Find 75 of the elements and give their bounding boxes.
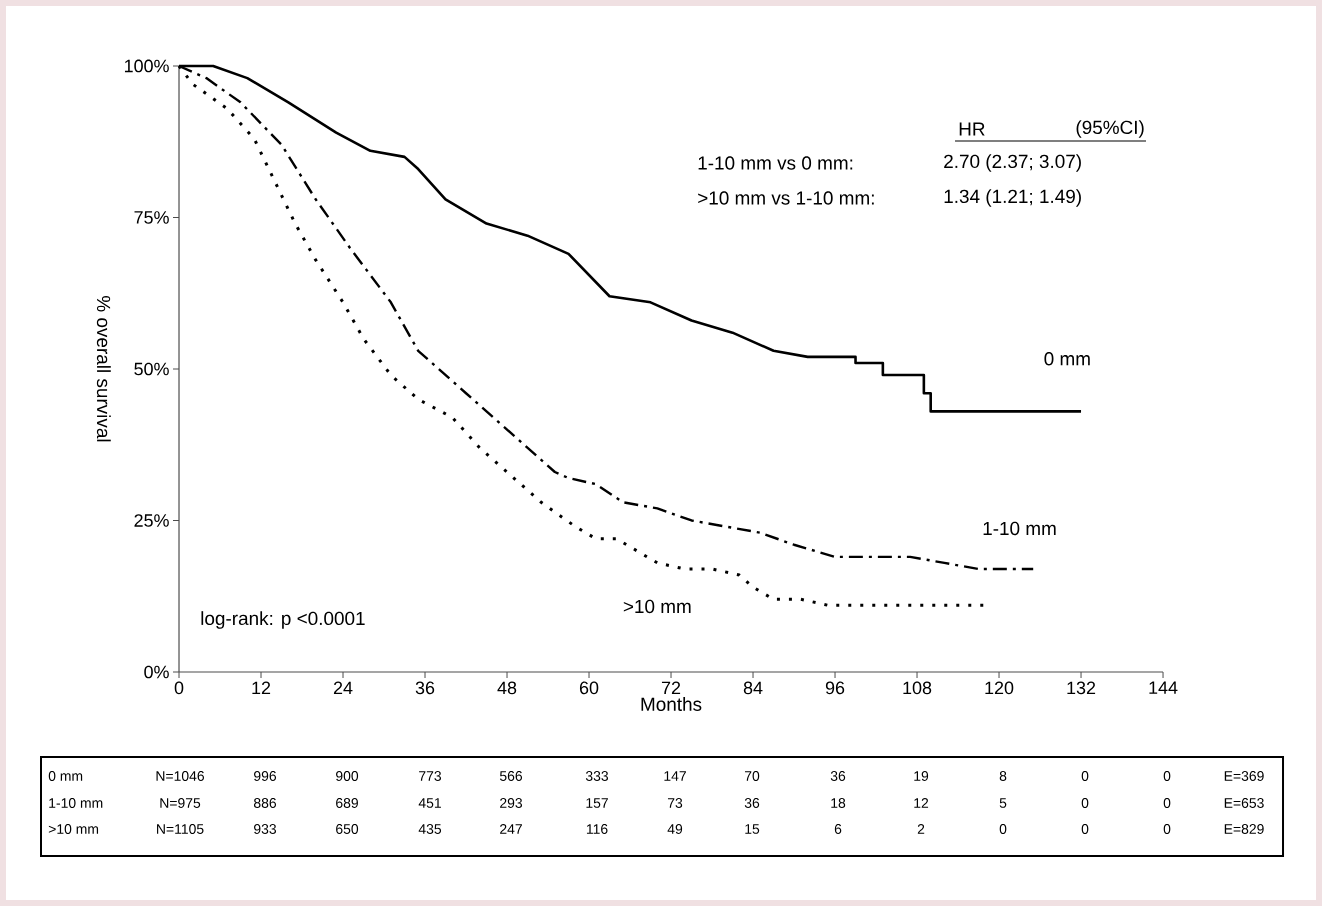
text: 689 (336, 798, 358, 808)
x-tick-label: 48 (497, 681, 517, 695)
series-label: >10 mm (623, 599, 691, 614)
text: 49 (667, 824, 683, 834)
x-tick-label: 96 (825, 681, 845, 695)
x-tick-label: 12 (252, 681, 271, 695)
text: 0 (999, 824, 1007, 834)
x-tick-label: 144 (1149, 681, 1178, 694)
text: E=653 (1224, 798, 1264, 808)
x-tick-label: 0 (174, 681, 184, 695)
text: 116 (586, 824, 608, 834)
text: 293 (500, 798, 523, 808)
text: 19 (914, 771, 929, 781)
y-tick-label: 0% (144, 665, 169, 679)
series-label: 1-10 mm (983, 521, 1056, 536)
text: 996 (254, 771, 277, 781)
text: 70 (744, 771, 760, 781)
text: 6 (834, 824, 842, 834)
x-tick-label: 108 (903, 681, 932, 695)
text: 0 mm (1044, 352, 1090, 366)
text: 2 (917, 824, 925, 834)
text: 650 (336, 824, 359, 834)
y-tick-label: 25% (134, 514, 169, 527)
annotation: HR (959, 122, 985, 136)
x-tick-label: 24 (333, 681, 353, 695)
text: 566 (499, 771, 523, 781)
text: 12 (914, 798, 929, 808)
text: 8 (999, 771, 1007, 781)
text: N=975 (160, 798, 201, 808)
text: 0 (1081, 771, 1089, 781)
text: 18 (831, 798, 846, 808)
annotation: 2.70 (2.37; 3.07) (944, 154, 1081, 172)
annotation: 1-10 mm vs 0 mm: (698, 156, 853, 170)
text: 933 (254, 824, 277, 834)
text: 247 (500, 824, 522, 834)
x-axis-title: Months (641, 697, 702, 711)
x-tick-label: 84 (743, 681, 763, 695)
text: 36 (744, 798, 760, 808)
y-tick-label: 50% (134, 362, 169, 376)
text: 5 (999, 798, 1007, 808)
x-tick-label: 132 (1067, 681, 1096, 695)
text: 435 (418, 824, 442, 834)
y-tick-label: 100% (124, 59, 169, 73)
text: 333 (585, 771, 609, 781)
text: N=1105 (157, 824, 204, 834)
annotation: (95%CI) (1076, 120, 1144, 138)
text: 451 (418, 798, 441, 808)
text: 773 (419, 771, 442, 781)
text: 0 (1163, 771, 1171, 781)
y-axis-title: % overall survival (96, 296, 111, 442)
x-tick-label: 120 (985, 681, 1014, 695)
annotation: 1.34 (1.21; 1.49) (944, 189, 1081, 207)
text: 0 (1163, 798, 1171, 808)
x-tick-label: 60 (579, 681, 599, 695)
text: 15 (745, 824, 760, 834)
text: 886 (253, 798, 277, 808)
text: 157 (586, 798, 608, 808)
text: 0 (1163, 824, 1171, 834)
text: 1-10 mm (49, 798, 103, 808)
text: N=1046 (156, 771, 204, 781)
text: 0 (1081, 824, 1089, 834)
text: >10 mm (48, 824, 99, 834)
text: 36 (830, 771, 846, 781)
text: 147 (664, 771, 686, 781)
text: 0 (1081, 798, 1089, 808)
text: E=369 (1224, 771, 1264, 781)
annotation: log-rank: p <0.0001 (201, 611, 365, 629)
y-tick-label: 75% (134, 211, 169, 224)
text: 0 mm (48, 771, 83, 781)
x-tick-label: 36 (415, 681, 435, 695)
text: 73 (667, 798, 683, 808)
annotation: >10 mm vs 1-10 mm: (698, 191, 874, 205)
text: 900 (336, 771, 359, 781)
x-tick-label: 72 (661, 681, 681, 695)
text: E=829 (1224, 824, 1264, 834)
